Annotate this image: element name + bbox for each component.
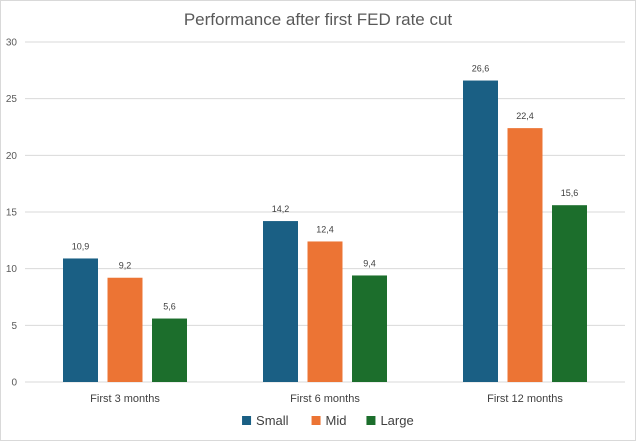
bar-small [463,80,498,383]
legend-swatch-large [366,416,376,425]
bar-mid [307,241,343,382]
legend-swatch-mid [311,416,321,425]
category-labels: First 3 months First 6 months First 12 mon… [90,393,563,405]
category-label: First 3 months [90,393,160,405]
legend-label-small: Small [256,413,289,428]
data-label: 10,9 [72,241,90,251]
y-tick-label: 15 [6,208,18,219]
y-tick-label: 10 [6,264,18,275]
y-axis-ticks: 0 5 10 15 20 25 30 [6,38,18,389]
category-label: First 6 months [290,393,360,405]
legend-label-large: Large [380,413,413,428]
bar-small [263,221,298,382]
bar-mid [507,128,543,382]
bar-small [63,258,98,382]
chart-title: Performance after first FED rate cut [183,10,453,29]
y-tick-label: 25 [6,94,18,105]
y-tick-label: 30 [6,38,18,49]
legend: Small Mid Large [242,413,414,428]
data-label: 12,4 [316,224,334,234]
legend-swatch-small [242,416,252,425]
data-label: 5,6 [163,302,176,312]
category-label: First 12 months [487,393,563,405]
data-label: 14,2 [272,204,290,214]
data-label: 9,2 [119,261,132,271]
y-tick-label: 20 [6,151,18,162]
y-tick-label: 5 [11,321,17,332]
bar-large [552,205,587,382]
y-tick-label: 0 [11,378,17,389]
data-labels: 10,9 9,2 5,6 14,2 12,4 9,4 26,6 22,4 15,6 [72,64,579,312]
legend-label-mid: Mid [326,413,347,428]
bar-large [352,275,387,382]
bar-large [152,318,187,382]
data-label: 26,6 [472,64,490,74]
data-label: 9,4 [363,258,376,268]
data-label: 15,6 [561,188,579,198]
bars [63,80,587,383]
bar-mid [107,277,143,382]
data-label: 22,4 [516,111,534,121]
